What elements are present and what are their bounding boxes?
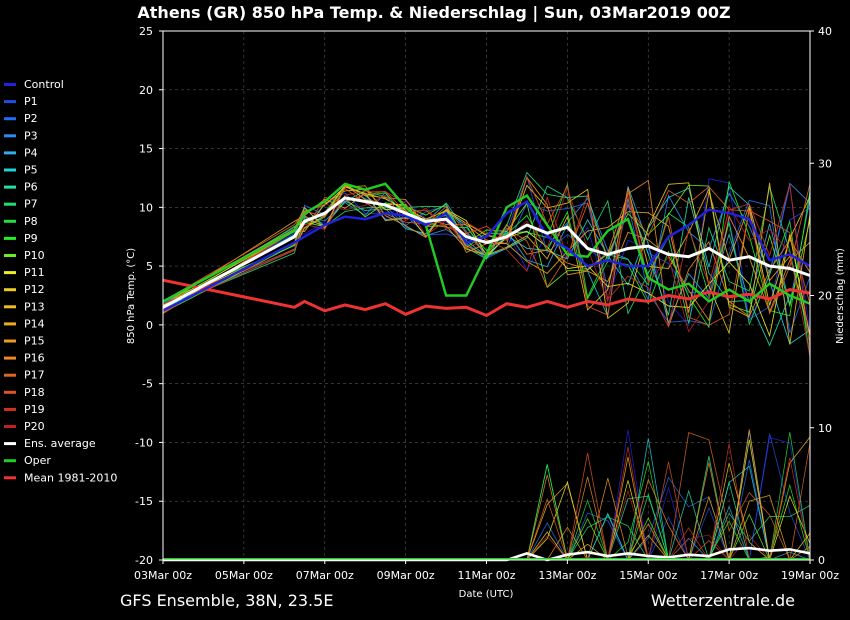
ens-average-line: [162, 196, 811, 309]
x-tick-label: 17Mar 00z: [700, 569, 758, 582]
y-tick-label: -10: [135, 436, 153, 449]
legend-label: P18: [24, 386, 45, 399]
y-tick-label: 25: [139, 25, 153, 38]
y-tick-label: 10: [139, 201, 153, 214]
legend-label: P7: [24, 198, 38, 211]
y2-tick-label: 10: [818, 422, 832, 435]
y-axis-label: 850 hPa Temp. (°C): [126, 248, 137, 344]
y2-tick-label: 0: [818, 554, 825, 567]
legend-label: Mean 1981-2010: [24, 471, 117, 484]
legend-label: Oper: [24, 454, 51, 467]
legend-label: P1: [24, 95, 38, 108]
legend-label: P20: [24, 420, 45, 433]
legend-label: P11: [24, 266, 45, 279]
y2-tick-label: 40: [818, 25, 832, 38]
y2-axis-label: Niederschlag (mm): [835, 248, 846, 344]
control-line: [162, 199, 811, 312]
y-tick-label: 0: [146, 319, 153, 332]
y-tick-label: -20: [135, 554, 153, 567]
y-tick-label: -5: [142, 378, 153, 391]
x-tick-label: 11Mar 00z: [457, 569, 515, 582]
legend-label: P3: [24, 129, 38, 142]
x-axis-label: Date (UTC): [459, 589, 514, 600]
x-tick-label: 13Mar 00z: [538, 569, 596, 582]
legend-label: P8: [24, 215, 38, 228]
x-tick-label: 05Mar 00z: [215, 569, 273, 582]
ensemble-members: [162, 171, 811, 358]
legend-label: P13: [24, 300, 45, 313]
ensemble-member-line: [162, 179, 811, 327]
y2-tick-label: 20: [818, 290, 832, 303]
y-tick-label: -15: [135, 495, 153, 508]
y-tick-label: 20: [139, 84, 153, 97]
legend-label: P10: [24, 249, 45, 262]
precip-average-line: [163, 546, 811, 562]
y-tick-label: 15: [139, 143, 153, 156]
x-tick-label: 07Mar 00z: [296, 569, 354, 582]
oper-line: [162, 182, 811, 305]
legend-label: P2: [24, 112, 38, 125]
x-tick-label: 15Mar 00z: [619, 569, 677, 582]
legend-label: P9: [24, 232, 38, 245]
legend-label: P15: [24, 335, 45, 348]
legend-label: P14: [24, 317, 45, 330]
legend-label: P6: [24, 181, 38, 194]
legend-label: P12: [24, 283, 45, 296]
x-tick-label: 03Mar 00z: [134, 569, 192, 582]
legend: Control P1 P2 P3 P4 P5 P6 P7 P8 P9 P10 P11 P12 P13 P14…: [4, 78, 117, 484]
legend-label: Control: [24, 78, 64, 91]
legend-label: P4: [24, 146, 38, 159]
y-tick-label: 5: [146, 260, 153, 273]
footer-site: Wetterzentrale.de: [651, 591, 795, 610]
legend-label: P16: [24, 352, 45, 365]
ensemble-member-line: [162, 183, 811, 316]
legend-label: P17: [24, 369, 45, 382]
y-axis-ticks: 25 20 15 10 5 0 -5 -10 -15 -20: [135, 25, 163, 567]
main-series: [162, 182, 811, 562]
chart-title: Athens (GR) 850 hPa Temp. & Niederschlag…: [137, 3, 730, 23]
x-tick-label: 09Mar 00z: [377, 569, 435, 582]
legend-label: P5: [24, 164, 38, 177]
x-axis-ticks: 03Mar 00z 05Mar 00z 07Mar 00z 09Mar 00z 11Ma…: [134, 560, 839, 582]
x-tick-label: 19Mar 00z: [781, 569, 839, 582]
legend-label: Ens. average: [24, 437, 96, 450]
legend-label: P19: [24, 403, 45, 416]
footer-model-info: GFS Ensemble, 38N, 23.5E: [120, 591, 333, 610]
y2-axis-ticks: 40 30 20 10 0: [810, 25, 832, 567]
y2-tick-label: 30: [818, 157, 832, 170]
